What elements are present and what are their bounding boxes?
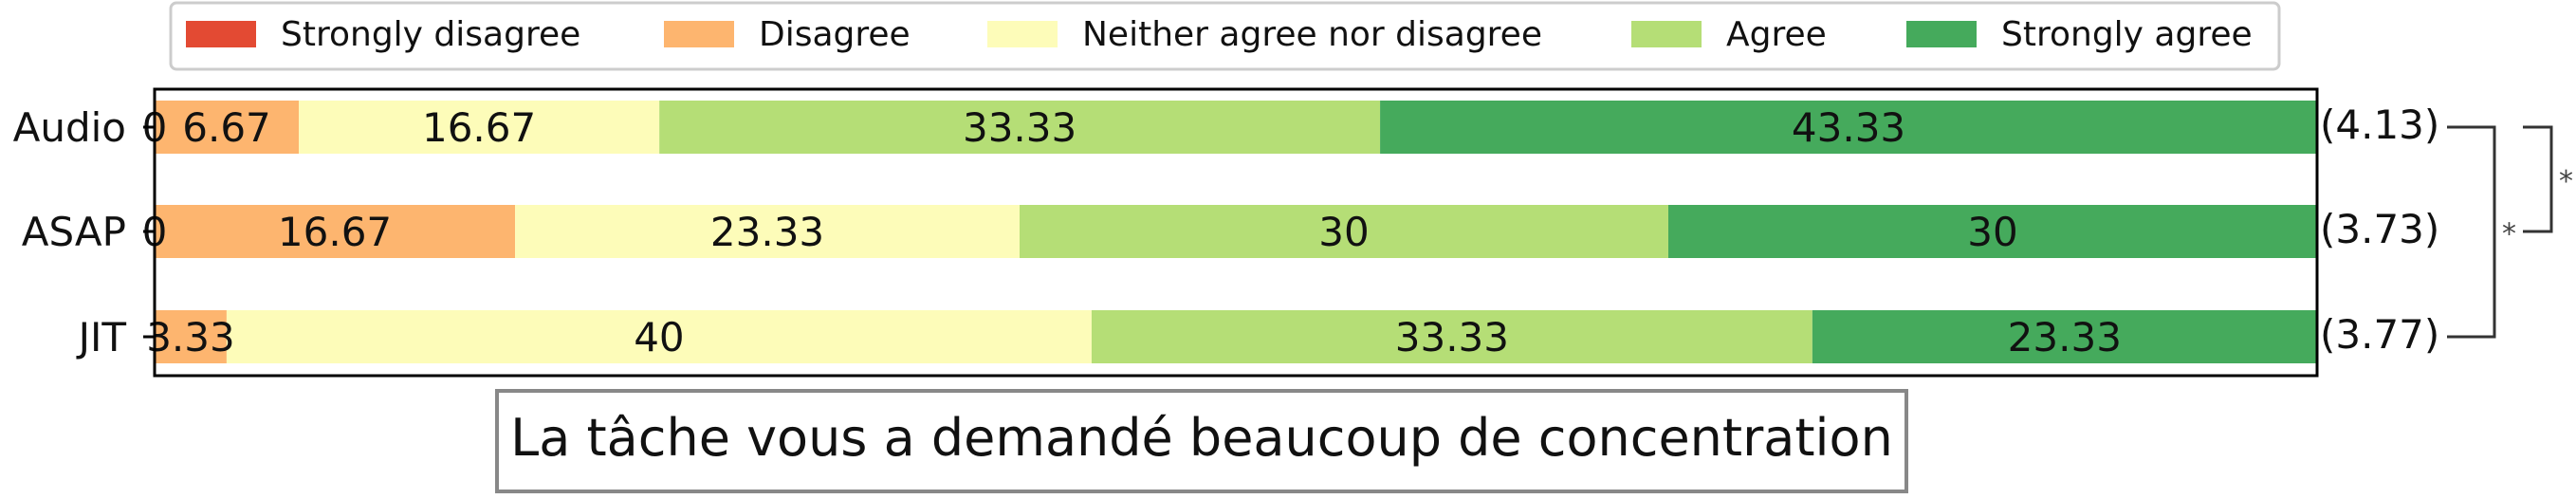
legend-label-agree: Agree bbox=[1726, 15, 1827, 54]
mean-labels: (4.13) (3.73) (3.77) bbox=[2320, 102, 2439, 358]
data-label-audio-strongly-agree: 43.33 bbox=[1792, 104, 1905, 151]
legend-swatch-strongly-agree bbox=[1906, 21, 1977, 47]
data-label-asap-agree: 30 bbox=[1318, 209, 1369, 255]
chart-title: La tâche vous a demandé beaucoup de conc… bbox=[510, 408, 1893, 468]
significance-marker-audio-jit: * bbox=[2502, 218, 2516, 251]
title-box: La tâche vous a demandé beaucoup de conc… bbox=[495, 389, 1908, 493]
legend-label-strongly-disagree: Strongly disagree bbox=[281, 15, 580, 54]
bar-audio-strongly-agree bbox=[1380, 101, 2317, 154]
plot-frame bbox=[153, 87, 2319, 378]
significance-marker-audio-asap: * bbox=[2559, 165, 2573, 198]
mean-label-asap: (3.73) bbox=[2320, 206, 2439, 252]
bar-asap-neither-agree-nor-disagree bbox=[515, 205, 1020, 258]
data-label-audio-neither-agree-nor-disagree: 16.67 bbox=[422, 104, 536, 151]
legend-swatch-neither-agree-nor-disagree bbox=[987, 21, 1058, 47]
legend-label-disagree: Disagree bbox=[759, 15, 911, 54]
data-label-asap-disagree: 16.67 bbox=[278, 209, 392, 255]
data-label-jit-neither-agree-nor-disagree: 40 bbox=[634, 314, 684, 360]
y-tick-label-jit: JIT bbox=[76, 314, 127, 360]
data-label-asap-strongly-agree: 30 bbox=[1967, 209, 2017, 255]
legend-swatch-agree bbox=[1631, 21, 1702, 47]
significance-bracket-audio-asap bbox=[2523, 125, 2553, 233]
y-axis: Audio ASAP JIT bbox=[13, 104, 155, 360]
bar-asap-disagree bbox=[155, 205, 516, 258]
legend-swatch-strongly-disagree bbox=[186, 21, 256, 47]
legend: Strongly disagree Disagree Neither agree n… bbox=[169, 1, 2281, 71]
bar-jit-neither-agree-nor-disagree bbox=[226, 310, 1092, 363]
data-label-audio-disagree: 6.67 bbox=[182, 104, 271, 151]
legend-label-strongly-agree: Strongly agree bbox=[2001, 15, 2253, 54]
legend-label-neither-agree-nor-disagree: Neither agree nor disagree bbox=[1082, 15, 1542, 54]
bar-audio-neither-agree-nor-disagree bbox=[299, 101, 660, 154]
mean-label-jit: (3.77) bbox=[2320, 311, 2439, 358]
y-tick-label-audio: Audio bbox=[13, 104, 126, 151]
bar-audio-disagree bbox=[155, 101, 300, 154]
bar-asap-agree bbox=[1020, 205, 1668, 258]
legend-swatch-disagree bbox=[664, 21, 734, 47]
mean-label-audio: (4.13) bbox=[2320, 102, 2439, 148]
data-labels: 0 6.67 16.67 33.33 43.330 16.67 23.33 30 303.33 4… bbox=[142, 104, 2122, 360]
significance-bracket-audio-jit bbox=[2447, 125, 2496, 339]
bars bbox=[155, 101, 2317, 363]
data-label-audio-agree: 33.33 bbox=[963, 104, 1076, 151]
significance-brackets: ** bbox=[2447, 125, 2573, 339]
data-label-jit-strongly-agree: 23.33 bbox=[2008, 314, 2122, 360]
data-label-jit-disagree: 3.33 bbox=[146, 314, 235, 360]
bar-jit-disagree bbox=[155, 310, 227, 363]
bar-audio-agree bbox=[659, 101, 1381, 154]
data-label-asap-neither-agree-nor-disagree: 23.33 bbox=[710, 209, 824, 255]
bar-asap-strongly-agree bbox=[1668, 205, 2317, 258]
legend-frame bbox=[169, 1, 2281, 71]
y-tick-label-asap: ASAP bbox=[22, 209, 126, 255]
bar-jit-agree bbox=[1091, 310, 1812, 363]
bar-jit-strongly-agree bbox=[1812, 310, 2317, 363]
data-label-jit-agree: 33.33 bbox=[1395, 314, 1509, 360]
